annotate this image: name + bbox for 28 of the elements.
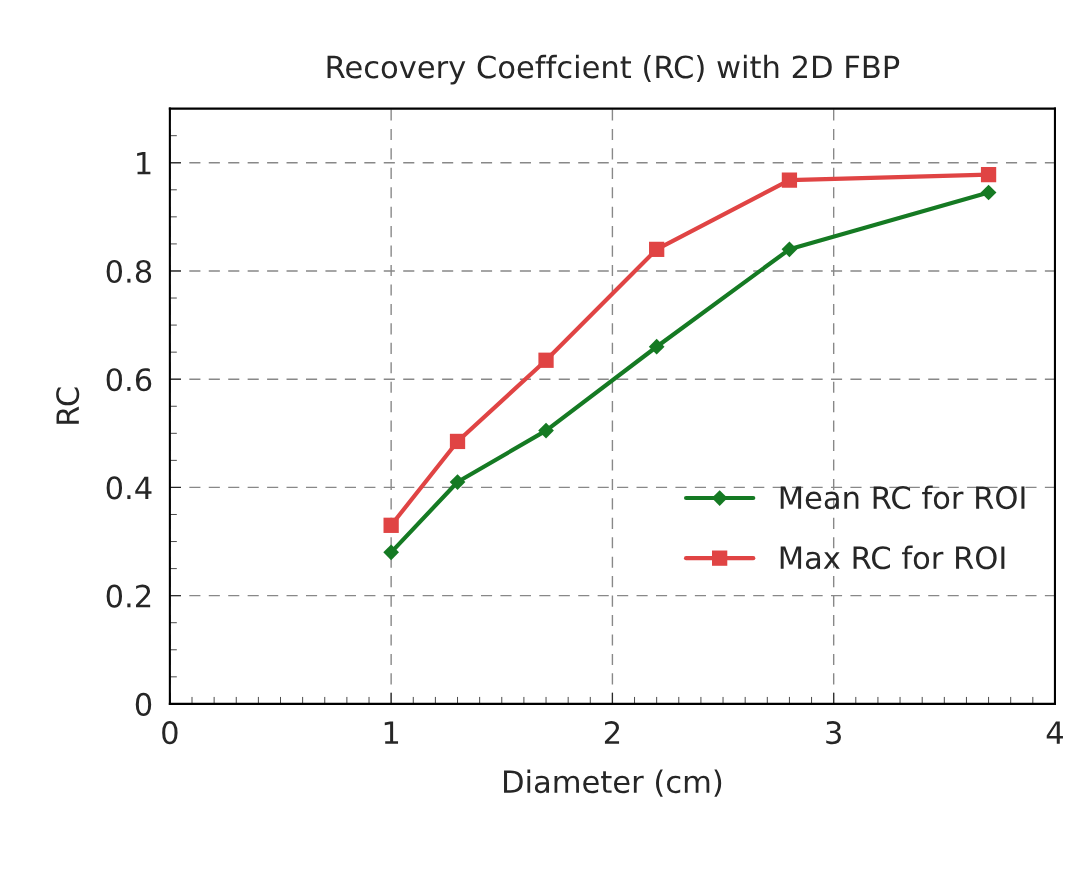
point — [781, 172, 798, 188]
point — [383, 544, 399, 561]
x-tick-label: 3 — [826, 721, 841, 745]
y-tick-label: 0.6 — [106, 368, 152, 392]
point — [449, 433, 466, 450]
point — [538, 352, 554, 368]
chart-title: Recovery Coeffcient (RC) with 2D FBP — [327, 54, 900, 85]
point — [538, 422, 554, 439]
x-axis-title: Diameter (cm) — [504, 769, 722, 797]
point — [383, 517, 399, 533]
point — [649, 241, 665, 257]
x-tick-label: 1 — [384, 721, 399, 744]
point — [980, 184, 997, 201]
point — [781, 241, 798, 258]
y-tick-label: 0 — [135, 692, 152, 716]
x-tick-label: 4 — [1046, 721, 1063, 744]
legend-label: Mean RC for ROI — [780, 485, 1025, 510]
point — [980, 167, 997, 183]
y-tick-label: 0.2 — [106, 584, 151, 608]
y-tick-label: 1 — [137, 152, 151, 175]
y-axis-title: RC — [56, 387, 80, 424]
x-tick-label: 2 — [604, 721, 620, 744]
point — [648, 338, 665, 355]
point — [449, 474, 466, 490]
x-tick-label: 0 — [162, 721, 178, 745]
y-tick-label: 0.8 — [106, 259, 152, 284]
legend-label: Max RC for ROI — [780, 545, 1005, 570]
y-tick-label: 0.4 — [106, 476, 152, 500]
